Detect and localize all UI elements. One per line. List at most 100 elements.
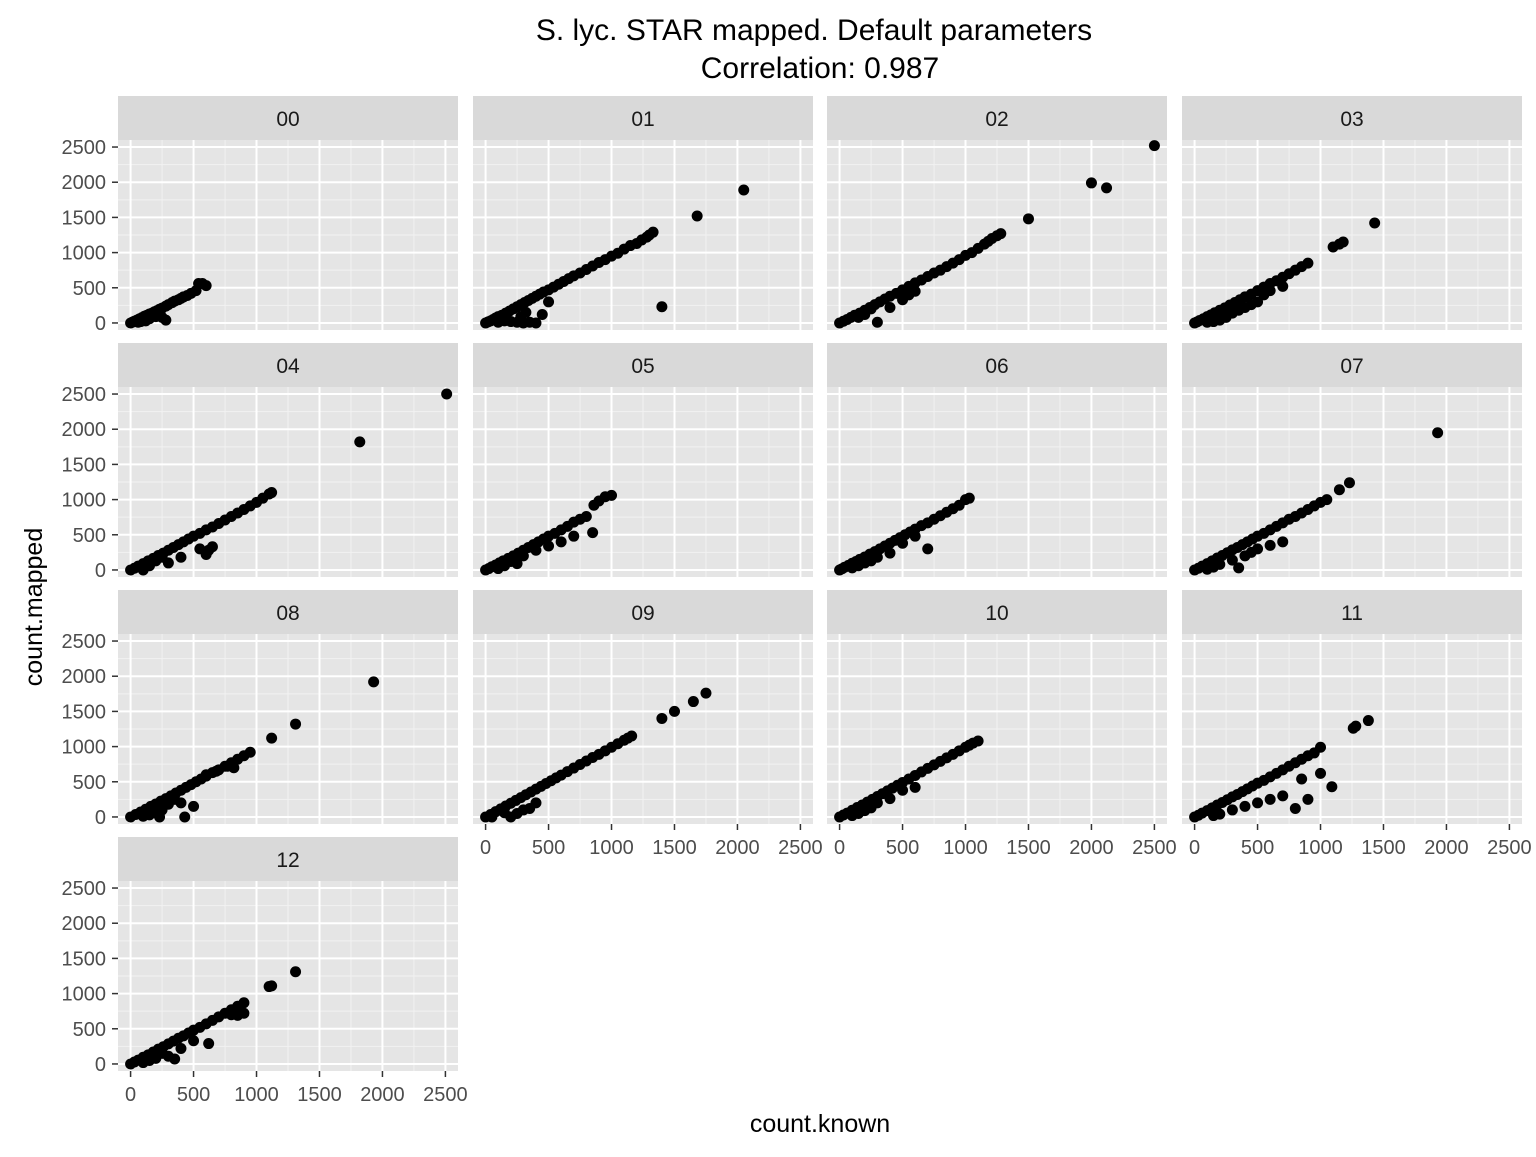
data-point bbox=[530, 544, 542, 556]
data-point bbox=[1315, 767, 1327, 779]
y-tick-label: 500 bbox=[73, 772, 106, 794]
data-point bbox=[517, 550, 529, 562]
data-point bbox=[1226, 804, 1238, 816]
x-tick-label: 1000 bbox=[1298, 837, 1343, 859]
facet-panel-12: 12 0 500 1000 1500 2000 2500 0 500 1000 1500 2000 25… bbox=[62, 837, 468, 1106]
data-point bbox=[1201, 563, 1213, 575]
data-point bbox=[852, 311, 864, 323]
x-tick-label: 500 bbox=[532, 837, 565, 859]
y-tick-label: 0 bbox=[95, 560, 106, 582]
data-point bbox=[1252, 797, 1264, 809]
y-tick-label: 1500 bbox=[62, 701, 107, 723]
data-point bbox=[606, 489, 618, 501]
y-tick-label: 2000 bbox=[62, 172, 107, 194]
data-point bbox=[568, 530, 580, 542]
data-point bbox=[1321, 494, 1333, 506]
data-point bbox=[963, 492, 975, 504]
data-point bbox=[1264, 793, 1276, 805]
y-tick-label: 2500 bbox=[62, 878, 107, 900]
facet-strip bbox=[827, 96, 1167, 140]
data-point bbox=[222, 760, 234, 772]
facet-panel-02: 02 bbox=[827, 96, 1167, 330]
data-point bbox=[687, 696, 699, 708]
y-tick-label: 0 bbox=[95, 1054, 106, 1076]
x-tick-label: 0 bbox=[125, 1084, 136, 1106]
data-point bbox=[995, 228, 1007, 240]
facet-strip bbox=[827, 590, 1167, 634]
data-point bbox=[1369, 217, 1381, 229]
facet-panel-09: 09 0 500 1000 1500 2000 2500 bbox=[473, 590, 823, 859]
data-point bbox=[188, 800, 200, 812]
data-point bbox=[175, 1042, 187, 1054]
data-point bbox=[498, 807, 510, 819]
data-point bbox=[1350, 720, 1362, 732]
facet-strip bbox=[827, 343, 1167, 387]
x-tick-label: 2000 bbox=[715, 837, 760, 859]
data-point bbox=[266, 487, 278, 499]
x-tick-label: 0 bbox=[480, 837, 491, 859]
data-point bbox=[1207, 810, 1219, 822]
data-point bbox=[656, 712, 668, 724]
data-point bbox=[700, 687, 712, 699]
data-point bbox=[1337, 236, 1349, 248]
data-point bbox=[1264, 285, 1276, 297]
facet-strip-label: 08 bbox=[276, 602, 299, 625]
data-point bbox=[203, 1038, 215, 1050]
y-tick-label: 1000 bbox=[62, 243, 107, 265]
data-point bbox=[137, 810, 149, 822]
data-point bbox=[922, 543, 934, 555]
y-tick-label: 0 bbox=[95, 807, 106, 829]
facet-strip bbox=[118, 837, 458, 881]
data-point bbox=[147, 310, 159, 322]
data-point bbox=[1296, 773, 1308, 785]
facet-panel-03: 03 bbox=[1182, 96, 1522, 330]
facet-panel-10: 10 0 500 1000 1500 2000 2500 bbox=[827, 590, 1177, 859]
data-point bbox=[626, 730, 638, 742]
data-point bbox=[1432, 427, 1444, 439]
facet-panel-05: 05 bbox=[473, 343, 813, 577]
data-point bbox=[1343, 477, 1355, 489]
facet-strip bbox=[118, 96, 458, 140]
facet-strip-label: 07 bbox=[1340, 355, 1363, 378]
x-tick-label: 500 bbox=[1241, 837, 1274, 859]
x-tick-label: 1500 bbox=[297, 1084, 342, 1106]
data-point bbox=[691, 210, 703, 222]
y-tick-label: 2500 bbox=[62, 384, 107, 406]
data-point bbox=[143, 560, 155, 572]
data-point bbox=[1326, 781, 1338, 793]
data-point bbox=[354, 436, 366, 448]
facet-strip-label: 06 bbox=[985, 355, 1008, 378]
facet-strip-label: 04 bbox=[276, 355, 300, 378]
data-point bbox=[884, 547, 896, 559]
data-point bbox=[188, 1035, 200, 1047]
x-tick-label: 1000 bbox=[943, 837, 988, 859]
data-point bbox=[846, 810, 858, 822]
x-tick-label: 2500 bbox=[778, 837, 823, 859]
data-point bbox=[154, 811, 166, 823]
data-point bbox=[137, 1057, 149, 1069]
facet-strip bbox=[473, 343, 813, 387]
data-point bbox=[656, 301, 668, 313]
facet-strip bbox=[473, 96, 813, 140]
data-point bbox=[1362, 715, 1374, 727]
data-point bbox=[244, 746, 256, 758]
facet-strip bbox=[118, 590, 458, 634]
facet-strip bbox=[118, 343, 458, 387]
y-tick-label: 500 bbox=[73, 278, 106, 300]
y-tick-label: 1000 bbox=[62, 490, 107, 512]
facet-strip bbox=[473, 590, 813, 634]
data-point bbox=[1226, 307, 1238, 319]
x-tick-label: 0 bbox=[834, 837, 845, 859]
data-point bbox=[266, 732, 278, 744]
data-point bbox=[492, 563, 504, 575]
x-tick-label: 1000 bbox=[589, 837, 634, 859]
facet-panel-04: 04 0 500 1000 1500 2000 2500 bbox=[62, 343, 458, 582]
facet-strip-label: 03 bbox=[1340, 108, 1363, 131]
x-tick-label: 2500 bbox=[423, 1084, 468, 1106]
data-point bbox=[1277, 790, 1289, 802]
facet-strip-label: 05 bbox=[631, 355, 654, 378]
facet-panel-07: 07 bbox=[1182, 343, 1522, 577]
x-tick-label: 0 bbox=[1189, 837, 1200, 859]
